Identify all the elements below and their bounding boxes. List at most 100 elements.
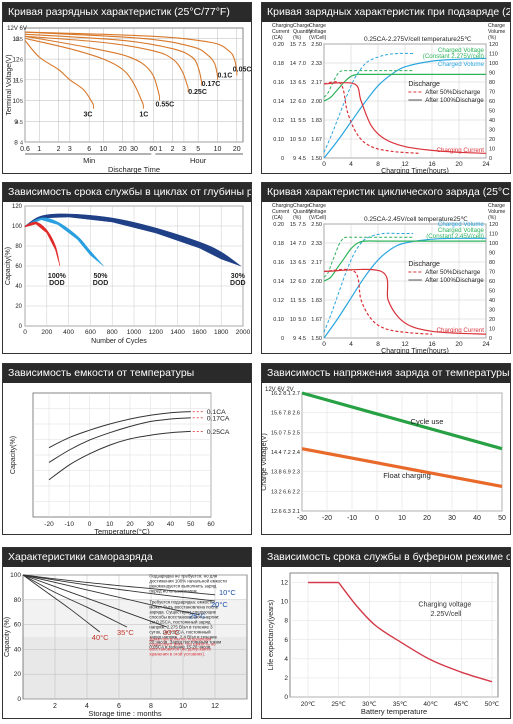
series-area-2 bbox=[24, 213, 241, 267]
x-tick-label: 1800 bbox=[214, 329, 229, 336]
y-tick-label-12v: 12 bbox=[12, 57, 20, 64]
axis-header: 12V 6V 2V bbox=[265, 387, 294, 393]
y-tick-label: 2.00 bbox=[311, 99, 322, 105]
y-right-tick-label: 40 bbox=[489, 298, 495, 304]
panel-cycle-life: Зависимость срока службы в циклах от глу… bbox=[2, 182, 252, 354]
band-text: хранения в этой условиях). bbox=[149, 652, 205, 657]
series-label: 30°C bbox=[163, 628, 180, 637]
y-tick-label: 0.10 bbox=[273, 317, 284, 323]
y-tick-label-12v: 13 bbox=[12, 36, 20, 43]
x-tick-label: 10 bbox=[106, 521, 114, 528]
y-tick-label: 11 bbox=[290, 298, 296, 304]
x-tick-label: 3 bbox=[68, 146, 72, 153]
x-tick-label: 1000 bbox=[127, 329, 142, 336]
x-tick-label: 2000 bbox=[236, 329, 251, 336]
y-tick-label: 12.6 6.3 2.1 bbox=[271, 509, 300, 515]
x-tick-label: 40 bbox=[167, 521, 175, 528]
y-tick-label: 16.2 8.1 2.7 bbox=[271, 391, 300, 397]
y-tick-label: 0 bbox=[281, 336, 284, 342]
legend-label: After 50%Discharge bbox=[425, 269, 481, 276]
band-text: 0,05CA в течение 15-20 часов. bbox=[149, 645, 211, 650]
x-axis-title: Charging Time(hours) bbox=[381, 348, 449, 353]
x-tick-label: 1200 bbox=[149, 329, 164, 336]
y-tick-label: 2.17 bbox=[311, 260, 322, 266]
y-tick-label: 20 bbox=[14, 671, 22, 678]
x-group-label: Min bbox=[83, 156, 95, 165]
x-tick-label: 20 bbox=[233, 146, 241, 153]
series-label: 0.55C bbox=[156, 101, 175, 108]
y-tick-label: 7.5 bbox=[298, 222, 306, 228]
y-tick-label: 6 bbox=[284, 637, 288, 644]
y-tick-label: 2.00 bbox=[311, 279, 322, 285]
x-tick-label: 0 bbox=[88, 521, 92, 528]
x-tick-label: 1400 bbox=[170, 329, 185, 336]
x-tick-label: 24 bbox=[482, 161, 490, 168]
y-tick-label: 2.33 bbox=[311, 241, 322, 247]
series-label: Charging Current bbox=[437, 147, 485, 154]
y-tick-label: 15 bbox=[290, 42, 296, 48]
x-tick-label: -10 bbox=[347, 515, 357, 522]
x-tick-label: 35℃ bbox=[393, 701, 408, 708]
series-label: Cycle use bbox=[411, 417, 444, 426]
y-tick-label: 9 bbox=[293, 156, 296, 162]
x-tick-label: -20 bbox=[44, 521, 54, 528]
y-right-tick-label: 0 bbox=[489, 156, 492, 162]
series-label: (Constant 2.275V/cell) bbox=[423, 53, 484, 60]
series-line-0.25C bbox=[24, 35, 189, 89]
panel-float-charge: Кривая зарядных характеристик при подзар… bbox=[261, 2, 511, 174]
panel-self-discharge: Характеристики саморазряда 0 20 40 60 80 100 2… bbox=[2, 547, 252, 719]
y-right-tick-label: 30 bbox=[489, 128, 495, 134]
y-right-tick-label: 10 bbox=[489, 327, 495, 333]
y-tick-label: 1.50 bbox=[311, 156, 322, 162]
series-label: 50% bbox=[93, 273, 108, 280]
band-text: 1м 0,25CA, постоянный заряд bbox=[149, 620, 210, 625]
y-tick-label: 8 bbox=[284, 618, 288, 625]
axis-header: (%) bbox=[293, 35, 301, 41]
y-right-tick-label: 80 bbox=[489, 260, 495, 266]
band-text: может быть восстановлена после bbox=[149, 605, 218, 610]
series-line-0.05C bbox=[24, 31, 238, 72]
y-right-tick-label: 0 bbox=[489, 336, 492, 342]
x-tick-label: 10 bbox=[179, 703, 187, 710]
axis-header: Quantity bbox=[293, 29, 313, 35]
y-right-tick-label: 90 bbox=[489, 71, 495, 77]
y-tick-label-6v: 5.5 bbox=[15, 78, 23, 84]
series-label: 30% bbox=[231, 273, 246, 280]
series-line-1 bbox=[323, 73, 487, 102]
y-tick-label: 15.6 7.8 2.6 bbox=[271, 411, 300, 417]
x-axis-title: Storage time : months bbox=[88, 709, 162, 718]
y-tick-label: 2 bbox=[284, 675, 288, 682]
x-tick-label: 45℃ bbox=[454, 701, 469, 708]
y-tick-label: 4.5 bbox=[298, 156, 306, 162]
y-tick-label: 10 bbox=[281, 599, 289, 606]
panel-title: Зависимость емкости от температуры bbox=[3, 364, 251, 383]
x-tick-label: 10 bbox=[398, 515, 406, 522]
y-tick-label: 40 bbox=[14, 646, 22, 653]
axis-header: (V/Cell) bbox=[309, 35, 327, 41]
series-label: Charged Volume bbox=[438, 61, 485, 68]
series-line-3 bbox=[323, 268, 433, 335]
series-label: 0.25CA bbox=[207, 429, 230, 436]
band-text: суток, 1м 0,25CA, постоянный bbox=[149, 630, 211, 635]
series-line-2 bbox=[323, 268, 487, 335]
axis-header: Charge bbox=[488, 203, 505, 209]
x-axis-title: Number of Cycles bbox=[91, 338, 147, 345]
x-axis-title: Temperature(°C) bbox=[94, 527, 150, 534]
x-tick-label: 16 bbox=[428, 341, 436, 348]
y-right-tick-label: 110 bbox=[489, 52, 498, 58]
axis-header: Charge bbox=[309, 203, 326, 209]
x-tick-label: 20℃ bbox=[301, 701, 316, 708]
y-tick-label: 7.5 bbox=[298, 42, 306, 48]
axis-header: Current bbox=[272, 29, 290, 35]
series-line bbox=[338, 582, 493, 683]
y-tick-label: 14 bbox=[290, 61, 296, 67]
y-right-tick-label: 80 bbox=[489, 80, 495, 86]
axis-header: Charging bbox=[272, 203, 293, 209]
chart-float-charge: ChargingCurrent(CA)ChargeQuantity(%)Char… bbox=[272, 23, 505, 173]
panel-title: Зависимость напряжения заряда от темпера… bbox=[262, 364, 510, 383]
x-tick-label: 20 bbox=[126, 521, 134, 528]
y-right-tick-label: 40 bbox=[489, 118, 495, 124]
axis-header: Quantity bbox=[293, 209, 313, 215]
series-label: 25°C bbox=[189, 612, 206, 621]
